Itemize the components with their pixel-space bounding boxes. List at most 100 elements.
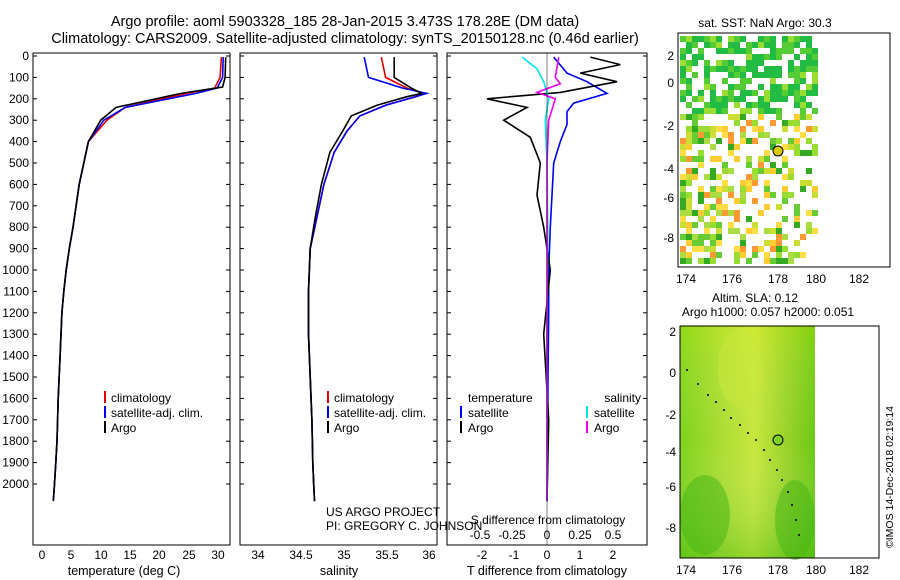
- depth-tick-label: 100: [9, 70, 29, 84]
- sst-cell: [812, 150, 818, 156]
- sst-cell: [740, 186, 746, 192]
- sst-cell: [788, 258, 794, 264]
- sst-cell: [782, 246, 788, 252]
- tick-label: 2: [610, 548, 617, 562]
- sst-cell: [794, 84, 800, 90]
- sst-cell: [704, 228, 710, 234]
- sst-cell: [764, 90, 770, 96]
- sst-cell: [746, 216, 752, 222]
- sst-cell: [800, 132, 806, 138]
- sla-map-x-ticks: 174 176 178 180 182: [676, 563, 869, 577]
- salinity-x-ticks: 34 34.5 35 35.5 36: [251, 548, 436, 562]
- sst-cell: [704, 192, 710, 198]
- sst-cell: [728, 90, 734, 96]
- sst-cell: [728, 60, 734, 66]
- sst-cell: [716, 240, 722, 246]
- sst-cell: [776, 72, 782, 78]
- difference-legend: temperature satellite Argo salinity sate…: [460, 391, 641, 435]
- sst-cell: [800, 234, 806, 240]
- sst-cell: [692, 210, 698, 216]
- sst-cell: [686, 90, 692, 96]
- sst-cell: [680, 258, 686, 264]
- sst-cell: [680, 144, 686, 150]
- tick-label: 180: [806, 563, 826, 577]
- sst-cell: [800, 96, 806, 102]
- sst-cell: [788, 60, 794, 66]
- sst-cell: [704, 72, 710, 78]
- sst-cell: [710, 102, 716, 108]
- sst-cell: [764, 36, 770, 42]
- sst-cell: [698, 138, 704, 144]
- sst-cell: [680, 180, 686, 186]
- sst-cell: [716, 234, 722, 240]
- sst-cell: [794, 66, 800, 72]
- sst-cell: [800, 60, 806, 66]
- depth-tick-label: 1000: [2, 263, 29, 277]
- sst-cell: [704, 132, 710, 138]
- sst-cell: [758, 126, 764, 132]
- sst-cell: [758, 246, 764, 252]
- sst-argo-position-marker: [772, 145, 784, 157]
- sst-cell: [740, 66, 746, 72]
- sst-cell: [728, 42, 734, 48]
- sst-cell: [740, 108, 746, 114]
- sst-cell: [740, 78, 746, 84]
- sst-map-x-ticks: 174 176 178 180 182: [676, 272, 869, 286]
- sst-cell: [740, 246, 746, 252]
- sst-cell: [752, 90, 758, 96]
- sst-cell: [740, 132, 746, 138]
- sst-cell: [692, 240, 698, 246]
- sst-cell: [716, 222, 722, 228]
- sst-cell: [770, 108, 776, 114]
- sst-cell: [680, 138, 686, 144]
- sst-cell: [806, 36, 812, 42]
- sst-cell: [758, 84, 764, 90]
- sst-cell: [794, 210, 800, 216]
- tick-label: -0.25: [498, 528, 526, 542]
- track-point: [787, 491, 789, 493]
- sst-cell: [716, 48, 722, 54]
- track-point: [747, 432, 749, 434]
- sst-cell: [746, 162, 752, 168]
- sst-cell: [686, 258, 692, 264]
- sst-cell: [722, 126, 728, 132]
- series-line-satellite: [546, 56, 610, 502]
- sst-cell: [776, 48, 782, 54]
- sst-cell: [686, 252, 692, 258]
- sst-cell: [734, 258, 740, 264]
- sst-cell: [692, 138, 698, 144]
- sst-cell: [692, 246, 698, 252]
- sst-cell: [800, 114, 806, 120]
- depth-tick-label: 1100: [3, 284, 29, 298]
- legend-label: Argo: [334, 421, 360, 435]
- sst-cell: [812, 192, 818, 198]
- sst-cell: [794, 204, 800, 210]
- sst-cell: [800, 90, 806, 96]
- sst-cell: [770, 54, 776, 60]
- sst-cell: [812, 48, 818, 54]
- sst-cell: [806, 90, 812, 96]
- sst-cell: [710, 246, 716, 252]
- depth-tick-label: 1400: [2, 349, 29, 363]
- sst-cell: [734, 216, 740, 222]
- sst-cell: [770, 120, 776, 126]
- sst-cell: [776, 222, 782, 228]
- legend-swatch-climatology: [327, 391, 329, 403]
- sst-cell: [704, 246, 710, 252]
- sst-cell: [746, 66, 752, 72]
- sst-cell: [710, 240, 716, 246]
- legend-swatch-argo: [327, 421, 329, 433]
- sla-map-feature: [718, 328, 762, 408]
- sst-cell: [782, 258, 788, 264]
- sst-cell: [794, 102, 800, 108]
- sst-cell: [686, 156, 692, 162]
- sst-cell: [734, 156, 740, 162]
- track-point: [723, 409, 725, 411]
- sst-cell: [764, 180, 770, 186]
- sst-cell: [782, 234, 788, 240]
- depth-tick-label: 1200: [2, 306, 29, 320]
- depth-tick-label: 1700: [2, 413, 29, 427]
- sst-cell: [716, 66, 722, 72]
- sst-cell: [710, 174, 716, 180]
- tick-label: -4: [665, 445, 676, 459]
